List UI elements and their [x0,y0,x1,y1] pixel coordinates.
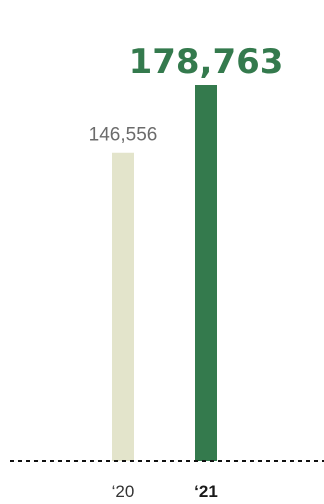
value-label-1: 178,763 [129,42,284,82]
x-tick-label-1: ‘21 [194,482,218,501]
bar-1 [195,85,217,461]
value-label-0: 146,556 [89,125,158,146]
value-labels-group: 146,556 178,763 [89,42,284,146]
bars-group [112,85,217,462]
x-tick-label-0: ‘20 [112,482,135,501]
x-tick-labels-group: ‘20 ‘21 [112,482,218,501]
bar-0 [112,152,134,462]
